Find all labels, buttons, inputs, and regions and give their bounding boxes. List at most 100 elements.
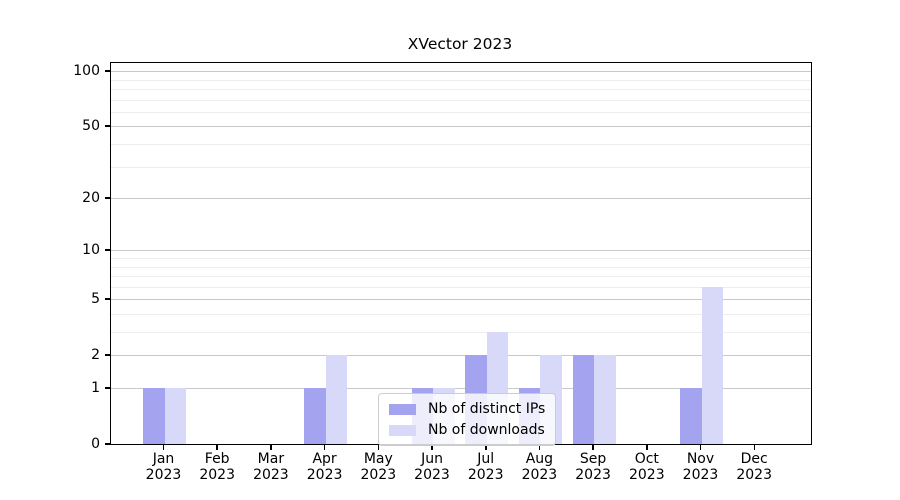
x-tick-label: Apr 2023 bbox=[285, 451, 365, 483]
y-tick bbox=[105, 197, 110, 199]
x-tick-year: 2023 bbox=[628, 466, 665, 483]
x-tick-month: Jun bbox=[421, 451, 443, 467]
y-tick-label: 20 bbox=[82, 189, 100, 206]
y-tick bbox=[105, 249, 110, 251]
x-tick-year: 2023 bbox=[306, 466, 343, 483]
y-tick bbox=[105, 387, 110, 389]
x-tick-month: Nov bbox=[686, 451, 715, 467]
gridline-minor bbox=[111, 258, 811, 259]
x-tick-month: Oct bbox=[634, 451, 659, 467]
x-tick bbox=[538, 444, 541, 450]
x-tick bbox=[377, 444, 380, 450]
plot-area: Nb of distinct IPs Nb of downloads bbox=[110, 62, 812, 446]
x-tick bbox=[323, 444, 326, 450]
legend-row: Nb of distinct IPs bbox=[389, 400, 545, 418]
gridline-minor bbox=[111, 314, 811, 315]
y-tick bbox=[105, 354, 110, 356]
x-tick bbox=[485, 444, 487, 450]
y-tick bbox=[105, 298, 110, 300]
gridline-minor bbox=[111, 99, 811, 101]
x-tick bbox=[699, 444, 702, 450]
x-tick bbox=[270, 444, 272, 450]
x-tick-year: 2023 bbox=[199, 466, 235, 483]
x-tick-label: Jan 2023 bbox=[124, 451, 204, 483]
gridline-minor bbox=[111, 111, 811, 113]
x-tick-label: Nov 2023 bbox=[661, 451, 741, 483]
gridline-major bbox=[111, 388, 811, 389]
legend-swatch bbox=[389, 424, 416, 436]
y-tick-label: 1 bbox=[91, 379, 100, 396]
gridline-minor bbox=[111, 266, 811, 268]
x-tick-label: Jul 2023 bbox=[446, 451, 526, 483]
x-tick-label: Dec 2023 bbox=[714, 451, 794, 483]
bar-distinct-ips bbox=[680, 388, 702, 444]
y-tick bbox=[105, 443, 110, 445]
x-tick bbox=[431, 444, 433, 450]
x-tick-year: 2023 bbox=[414, 466, 450, 483]
y-tick-label: 2 bbox=[91, 346, 100, 363]
x-tick-label: Mar 2023 bbox=[231, 451, 311, 483]
gridline-minor bbox=[111, 89, 811, 90]
gridline-minor bbox=[111, 166, 811, 168]
legend-swatch bbox=[389, 403, 416, 415]
x-tick-month: May bbox=[363, 451, 393, 467]
x-tick-year: 2023 bbox=[145, 466, 182, 483]
x-tick-year: 2023 bbox=[682, 466, 719, 483]
bar-downloads bbox=[701, 286, 723, 444]
gridline-major bbox=[111, 126, 811, 128]
x-tick-year: 2023 bbox=[467, 466, 504, 483]
y-tick-label: 0 bbox=[91, 435, 100, 452]
legend-label: Nb of downloads bbox=[428, 422, 545, 438]
gridline-minor bbox=[111, 286, 811, 288]
x-tick-label: Jun 2023 bbox=[392, 451, 472, 483]
x-tick-label: Oct 2023 bbox=[607, 451, 687, 483]
gridline-minor bbox=[111, 144, 811, 145]
gridline-major bbox=[111, 71, 811, 73]
legend-row: Nb of downloads bbox=[389, 421, 545, 439]
x-tick-label: Aug 2023 bbox=[499, 451, 579, 483]
x-tick-month: Jan bbox=[152, 451, 175, 467]
chart-title: XVector 2023 bbox=[407, 35, 513, 53]
x-tick bbox=[592, 444, 594, 450]
gridline-minor bbox=[111, 79, 811, 81]
x-tick bbox=[162, 444, 165, 450]
bar-distinct-ips bbox=[143, 388, 165, 444]
x-tick-month: Jul bbox=[477, 451, 495, 467]
bar-distinct-ips bbox=[304, 388, 326, 444]
gridline-major bbox=[111, 299, 811, 301]
x-tick-month: Aug bbox=[525, 451, 554, 467]
x-tick-year: 2023 bbox=[736, 466, 772, 483]
y-tick-label: 10 bbox=[82, 241, 100, 258]
gridline-major bbox=[111, 250, 811, 252]
x-tick-month: Mar bbox=[257, 451, 285, 467]
bar-downloads bbox=[594, 355, 616, 444]
y-tick-label: 5 bbox=[91, 290, 100, 307]
x-tick-year: 2023 bbox=[253, 466, 289, 483]
x-tick-year: 2023 bbox=[521, 466, 558, 483]
x-tick-year: 2023 bbox=[360, 466, 397, 483]
x-tick bbox=[646, 444, 648, 450]
y-tick-label: 50 bbox=[82, 117, 100, 134]
x-tick-year: 2023 bbox=[575, 466, 611, 483]
y-tick-label: 100 bbox=[73, 62, 100, 79]
gridline-minor bbox=[111, 276, 811, 277]
x-tick-label: Feb 2023 bbox=[177, 451, 257, 483]
gridline-major bbox=[111, 198, 811, 200]
x-tick-month: Feb bbox=[204, 451, 230, 467]
bar-downloads bbox=[325, 355, 348, 444]
bar-downloads bbox=[164, 388, 186, 444]
y-tick bbox=[105, 125, 110, 127]
bar-distinct-ips bbox=[572, 355, 595, 444]
x-tick-month: Sep bbox=[579, 451, 607, 467]
x-tick-month: Dec bbox=[740, 451, 768, 467]
x-tick-label: Sep 2023 bbox=[553, 451, 633, 483]
legend-label: Nb of distinct IPs bbox=[428, 401, 546, 417]
x-tick bbox=[216, 444, 218, 450]
y-tick bbox=[105, 70, 110, 72]
x-tick-month: Apr bbox=[312, 451, 337, 467]
legend: Nb of distinct IPs Nb of downloads bbox=[378, 393, 557, 446]
gridline-major bbox=[111, 355, 811, 357]
x-tick-label: May 2023 bbox=[338, 451, 418, 483]
x-tick bbox=[753, 444, 755, 450]
